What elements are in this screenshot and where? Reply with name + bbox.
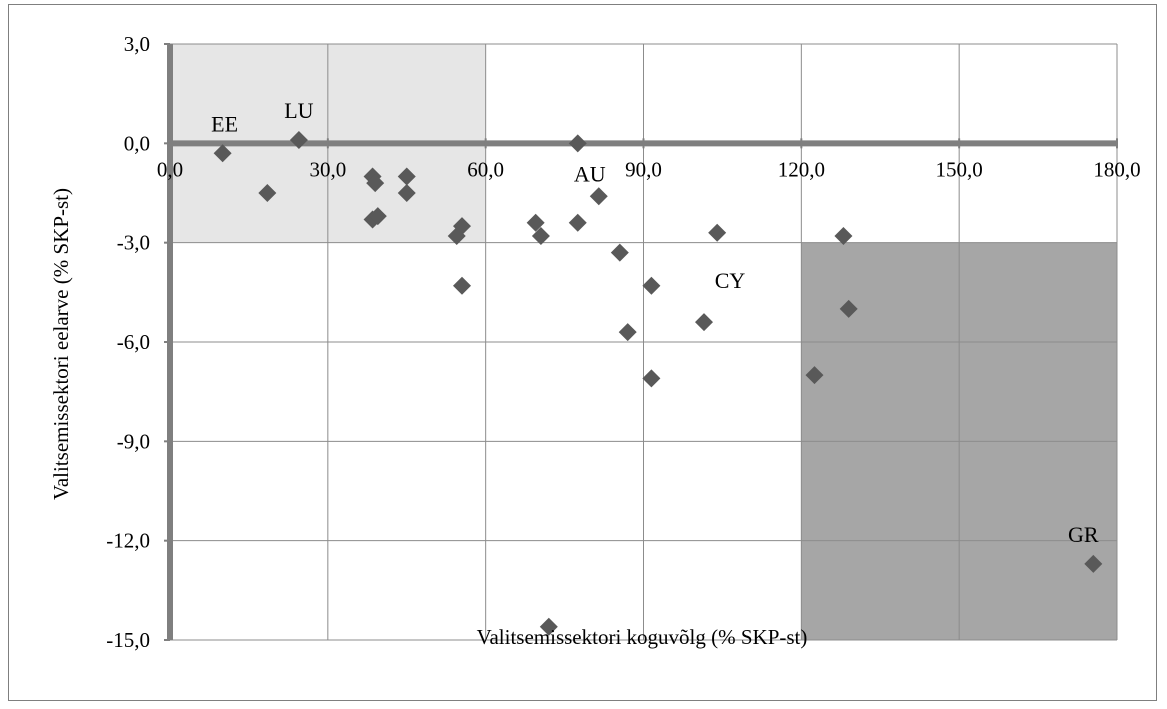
data-point [289, 131, 308, 150]
data-point [589, 187, 608, 206]
x-tick-label: 150,0 [936, 157, 983, 181]
y-tick-label: 0,0 [124, 131, 150, 155]
data-points [213, 131, 1103, 636]
axes [164, 43, 1118, 641]
data-point [568, 134, 587, 153]
point-annotations: EE LU AU CY GR [211, 98, 1099, 547]
x-tick-label: 120,0 [778, 157, 825, 181]
x-tick-labels: 0,0 30,0 60,0 90,0 120,0 150,0 180,0 [157, 157, 1141, 181]
data-point [642, 369, 661, 388]
point-label: EE [211, 111, 238, 136]
y-tick-label: -12,0 [106, 529, 150, 553]
data-point [452, 217, 471, 236]
data-point [805, 366, 824, 385]
y-tick-label: -9,0 [117, 429, 150, 453]
data-point [539, 617, 558, 636]
y-tick-labels: 3,0 0,0 -3,0 -6,0 -9,0 -12,0 -15,0 [106, 32, 150, 652]
y-tick-label: -15,0 [106, 628, 150, 652]
data-point [708, 223, 727, 242]
data-point [531, 227, 550, 246]
data-point [366, 174, 385, 193]
data-point [397, 167, 416, 186]
data-point [610, 243, 629, 262]
data-point [213, 144, 232, 163]
x-tick-label: 0,0 [157, 157, 183, 181]
x-axis-label: Valitsemissektori koguvõlg (% SKP-st) [477, 625, 808, 649]
data-point [1084, 554, 1103, 573]
data-point [368, 207, 387, 226]
data-point [834, 227, 853, 246]
y-axis-label: Valitsemissektori eelarve (% SKP-st) [49, 188, 73, 500]
x-tick-label: 30,0 [309, 157, 346, 181]
x-tick-label: 90,0 [625, 157, 662, 181]
x-tick-label: 60,0 [467, 157, 504, 181]
x-tick-label: 180,0 [1093, 157, 1140, 181]
y-tick-label: 3,0 [124, 32, 150, 56]
data-point [568, 213, 587, 232]
data-point [695, 313, 714, 332]
point-label: CY [715, 268, 746, 293]
data-point [618, 323, 637, 342]
point-label: AU [574, 161, 606, 186]
data-point [452, 276, 471, 295]
y-tick-label: -3,0 [117, 231, 150, 255]
data-point [526, 213, 545, 232]
data-point [397, 184, 416, 202]
data-point [839, 299, 858, 318]
data-point [642, 276, 661, 295]
point-label: LU [284, 98, 313, 123]
data-point [258, 184, 277, 202]
point-label: GR [1068, 522, 1099, 547]
y-tick-label: -6,0 [117, 330, 150, 354]
